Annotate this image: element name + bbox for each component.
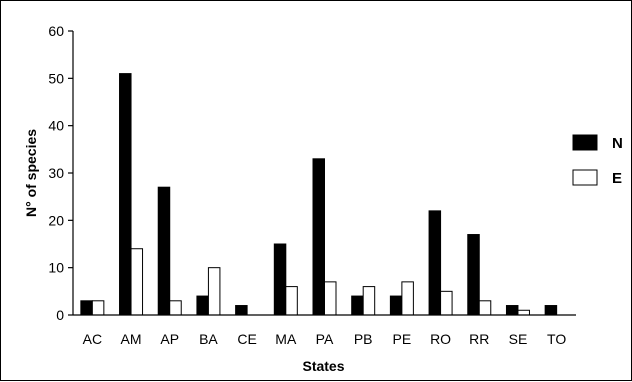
- bar-n-ma: [273, 243, 287, 316]
- x-tick-label: TO: [547, 331, 566, 347]
- x-tick-label: AC: [83, 331, 102, 347]
- y-tick-label: 50: [48, 70, 64, 86]
- bar-n-to: [544, 305, 558, 316]
- x-tick-label: SE: [509, 331, 528, 347]
- bar-n-ro: [428, 210, 442, 316]
- x-axis-title: States: [302, 358, 344, 374]
- bars: [80, 73, 558, 316]
- x-tick-label: RR: [469, 331, 489, 347]
- legend-label-n: N: [612, 135, 623, 152]
- y-axis-ticks: 0 10 20 30 40 50 60: [48, 23, 73, 323]
- bar-n-se: [505, 305, 519, 316]
- bar-e-pe: [401, 281, 414, 316]
- x-tick-label: PE: [393, 331, 412, 347]
- bar-n-pa: [312, 158, 325, 316]
- bar-e-am: [130, 248, 144, 316]
- y-axis-title: N° of species: [23, 129, 39, 217]
- bar-e-pb: [362, 286, 376, 316]
- bar-n-pe: [389, 295, 403, 316]
- bar-e-ma: [285, 286, 298, 316]
- y-tick-label: 40: [48, 118, 64, 134]
- x-tick-label: PB: [354, 331, 373, 347]
- legend: NE: [572, 134, 623, 187]
- y-tick-label: 20: [48, 212, 64, 228]
- bar-e-rr: [478, 300, 492, 316]
- bar-n-am: [119, 73, 132, 316]
- x-tick-label: AP: [160, 331, 179, 347]
- x-tick-label: MA: [275, 331, 297, 347]
- bar-e-ba: [207, 267, 221, 316]
- bar-e-ap: [169, 300, 182, 316]
- legend-swatch-n: [572, 134, 598, 151]
- bar-n-pb: [351, 295, 364, 316]
- y-tick-label: 30: [48, 165, 64, 181]
- bar-n-ap: [157, 186, 171, 316]
- x-axis-ticks: AC AM AP BA CE MA PA PB PE RO RR SE TO: [83, 331, 567, 347]
- y-tick-label: 60: [48, 23, 64, 39]
- bar-n-ce: [235, 305, 248, 316]
- x-tick-label: BA: [199, 331, 218, 347]
- y-tick-label: 10: [48, 260, 64, 276]
- x-tick-label: PA: [316, 331, 334, 347]
- bar-e-pa: [324, 281, 337, 316]
- legend-swatch-e: [572, 169, 598, 186]
- legend-label-e: E: [612, 170, 622, 187]
- y-tick-label: 0: [56, 307, 64, 323]
- x-tick-label: CE: [237, 331, 256, 347]
- bar-e-ac: [91, 300, 105, 316]
- x-tick-label: RO: [430, 331, 451, 347]
- bar-n-ba: [196, 295, 209, 316]
- bar-e-ro: [440, 290, 453, 316]
- bar-n-ac: [80, 300, 93, 316]
- bar-n-rr: [467, 234, 480, 316]
- x-tick-label: AM: [121, 331, 142, 347]
- bar-e-se: [517, 309, 530, 316]
